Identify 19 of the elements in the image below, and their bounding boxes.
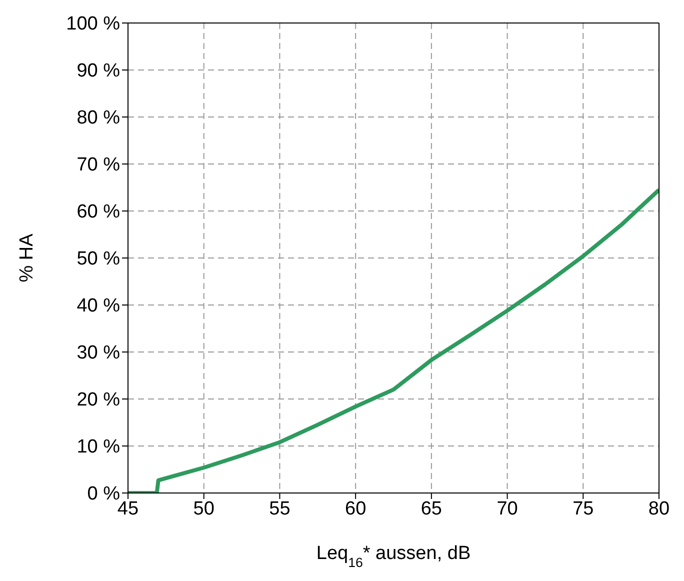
x-tick-label: 75 [572,498,594,520]
y-tick-label: 50 % [76,248,120,270]
y-tick-label: 30 % [76,342,120,364]
x-tick-label: 60 [345,498,366,520]
x-tick-label: 65 [420,498,442,520]
x-tick-label: 55 [269,498,290,520]
y-tick-label: 60 % [76,202,120,223]
y-tick-label: 10 % [76,436,120,458]
y-tick-label: 90 % [76,60,120,82]
x-tick-label: 80 [648,498,670,520]
x-tick-label: 70 [496,498,518,520]
y-axis-title: % HA [16,233,38,282]
y-tick-label: 80 % [76,108,120,129]
y-tick-label: 100 % [66,14,120,35]
y-tick-label: 40 % [76,296,120,317]
y-tick-label: 70 % [76,154,120,176]
y-tick-label: 20 % [76,390,120,411]
x-axis-title: Leq$_{16}$* aussen, dB [316,543,471,570]
x-tick-label: 50 [193,498,214,520]
